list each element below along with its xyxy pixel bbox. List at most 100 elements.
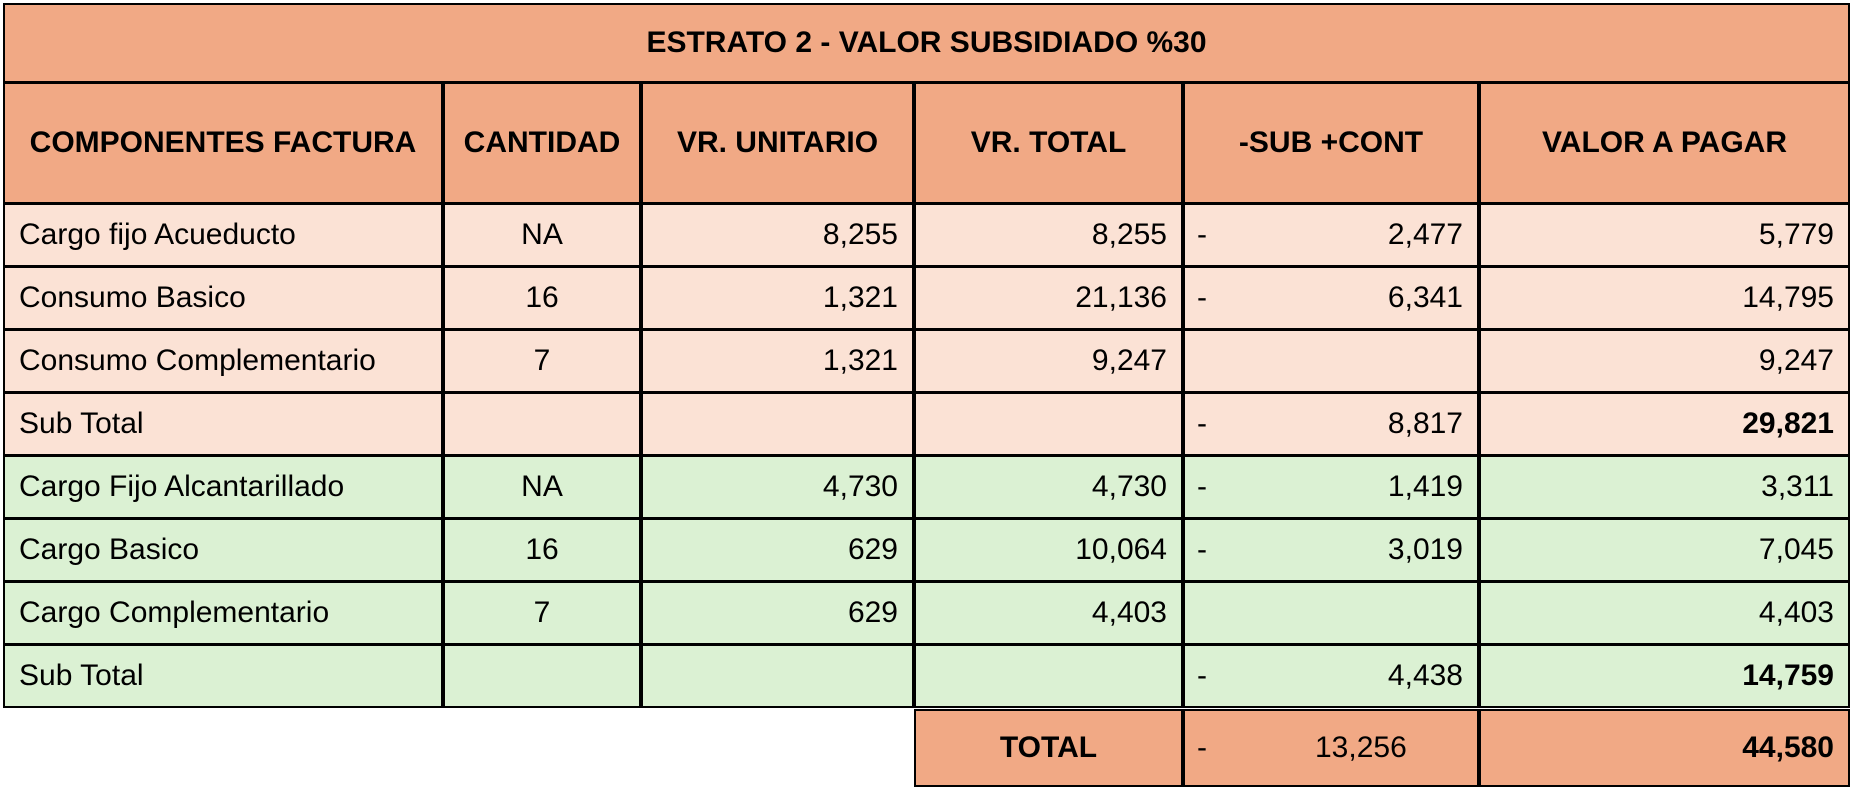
cell-value: 1,321 (822, 281, 898, 314)
table-cell: 29,821 (1479, 392, 1850, 456)
cell-value: 629 (847, 596, 898, 629)
table-cell: 1,321 (641, 266, 914, 330)
sign: - (1197, 218, 1207, 251)
table-cell: 14,759 (1479, 644, 1850, 708)
sign: - (1197, 470, 1207, 503)
total-sub: - 13,256 (1183, 709, 1479, 787)
table-cell: NA (443, 203, 641, 267)
table-cell: Cargo Basico (3, 518, 443, 582)
row-label: Cargo fijo Acueducto (19, 218, 296, 251)
cell-value: 10,064 (1075, 533, 1167, 566)
table-cell: 4,730 (914, 455, 1183, 519)
row-label: Consumo Complementario (19, 344, 376, 377)
column-header: -SUB +CONT (1183, 82, 1479, 204)
total-pagar: 44,580 (1479, 709, 1850, 787)
table-cell (914, 392, 1183, 456)
cell-value: 3,311 (1761, 470, 1834, 503)
column-header: CANTIDAD (443, 82, 641, 204)
cell-value: 16 (525, 281, 559, 314)
table-cell: NA (443, 455, 641, 519)
table-cell: 16 (443, 266, 641, 330)
table-cell: 4,730 (641, 455, 914, 519)
table-cell: - 6,341 (1183, 266, 1479, 330)
table-cell: 5,779 (1479, 203, 1850, 267)
cell-value: 9,247 (1758, 344, 1834, 377)
row-label: Consumo Basico (19, 281, 246, 314)
row-label: Sub Total (19, 659, 144, 692)
cell-value: 1,321 (822, 344, 898, 377)
table-cell: 14,795 (1479, 266, 1850, 330)
column-header: VR. UNITARIO (641, 82, 914, 204)
sign: - (1197, 533, 1207, 566)
table-cell: 21,136 (914, 266, 1183, 330)
cell-value: NA (521, 218, 563, 251)
cell-value: 629 (847, 533, 898, 566)
cell-value: 6,341 (1387, 281, 1463, 314)
table-title: ESTRATO 2 - VALOR SUBSIDIADO %30 (3, 3, 1850, 83)
table-cell (914, 644, 1183, 708)
table-cell (1183, 329, 1479, 393)
column-header: VR. TOTAL (914, 82, 1183, 204)
cell-value: 3,019 (1387, 533, 1463, 566)
table-cell: 7 (443, 329, 641, 393)
table-cell: - 4,438 (1183, 644, 1479, 708)
cell-value: 8,817 (1387, 407, 1463, 440)
cell-value: 29,821 (1742, 407, 1834, 440)
cell-value: 1,419 (1387, 470, 1463, 503)
table-cell: Sub Total (3, 644, 443, 708)
column-header: VALOR A PAGAR (1479, 82, 1850, 204)
table-cell (1183, 581, 1479, 645)
sign: - (1197, 281, 1207, 314)
cell-value: 8,255 (1091, 218, 1167, 251)
cell-value: 7,045 (1758, 533, 1834, 566)
column-header: COMPONENTES FACTURA (3, 82, 443, 204)
cell-value: 4,730 (1091, 470, 1167, 503)
table-cell: - 2,477 (1183, 203, 1479, 267)
table-cell: Cargo Complementario (3, 581, 443, 645)
cell-value: 44,580 (1742, 731, 1834, 764)
table-cell (443, 392, 641, 456)
table-cell: Cargo fijo Acueducto (3, 203, 443, 267)
table-cell (641, 392, 914, 456)
table-cell: Consumo Basico (3, 266, 443, 330)
total-label: TOTAL (914, 709, 1183, 787)
sign: - (1197, 407, 1207, 440)
table-cell: 8,255 (641, 203, 914, 267)
table-cell: 4,403 (914, 581, 1183, 645)
cell-value: 2,477 (1387, 218, 1463, 251)
table-cell: 629 (641, 518, 914, 582)
sign: - (1197, 659, 1207, 692)
table-cell: 9,247 (914, 329, 1183, 393)
cell-value: 5,779 (1758, 218, 1834, 251)
table-cell: 7 (443, 581, 641, 645)
row-label: Sub Total (19, 407, 144, 440)
cell-value: 9,247 (1091, 344, 1167, 377)
table-cell: Cargo Fijo Alcantarillado (3, 455, 443, 519)
table-cell: 1,321 (641, 329, 914, 393)
table-cell: Consumo Complementario (3, 329, 443, 393)
table-cell: Sub Total (3, 392, 443, 456)
row-label: Cargo Complementario (19, 596, 330, 629)
row-label: Cargo Fijo Alcantarillado (19, 470, 345, 503)
table-cell: 8,255 (914, 203, 1183, 267)
table-cell: 10,064 (914, 518, 1183, 582)
table-cell: 4,403 (1479, 581, 1850, 645)
table-cell: - 8,817 (1183, 392, 1479, 456)
cell-value: 14,759 (1742, 659, 1834, 692)
cell-value: NA (521, 470, 563, 503)
row-label: Cargo Basico (19, 533, 200, 566)
sign: - (1197, 731, 1207, 764)
table-cell: 16 (443, 518, 641, 582)
table-cell (443, 644, 641, 708)
cell-value: 16 (525, 533, 559, 566)
table-cell: 9,247 (1479, 329, 1850, 393)
table-cell: - 1,419 (1183, 455, 1479, 519)
cell-value: 21,136 (1075, 281, 1167, 314)
cell-value: 7 (533, 344, 551, 377)
cell-value: 4,403 (1758, 596, 1834, 629)
table-cell: 629 (641, 581, 914, 645)
cell-value: 4,403 (1091, 596, 1167, 629)
cell-value: 8,255 (822, 218, 898, 251)
cell-value: 14,795 (1742, 281, 1834, 314)
table-cell: 7,045 (1479, 518, 1850, 582)
